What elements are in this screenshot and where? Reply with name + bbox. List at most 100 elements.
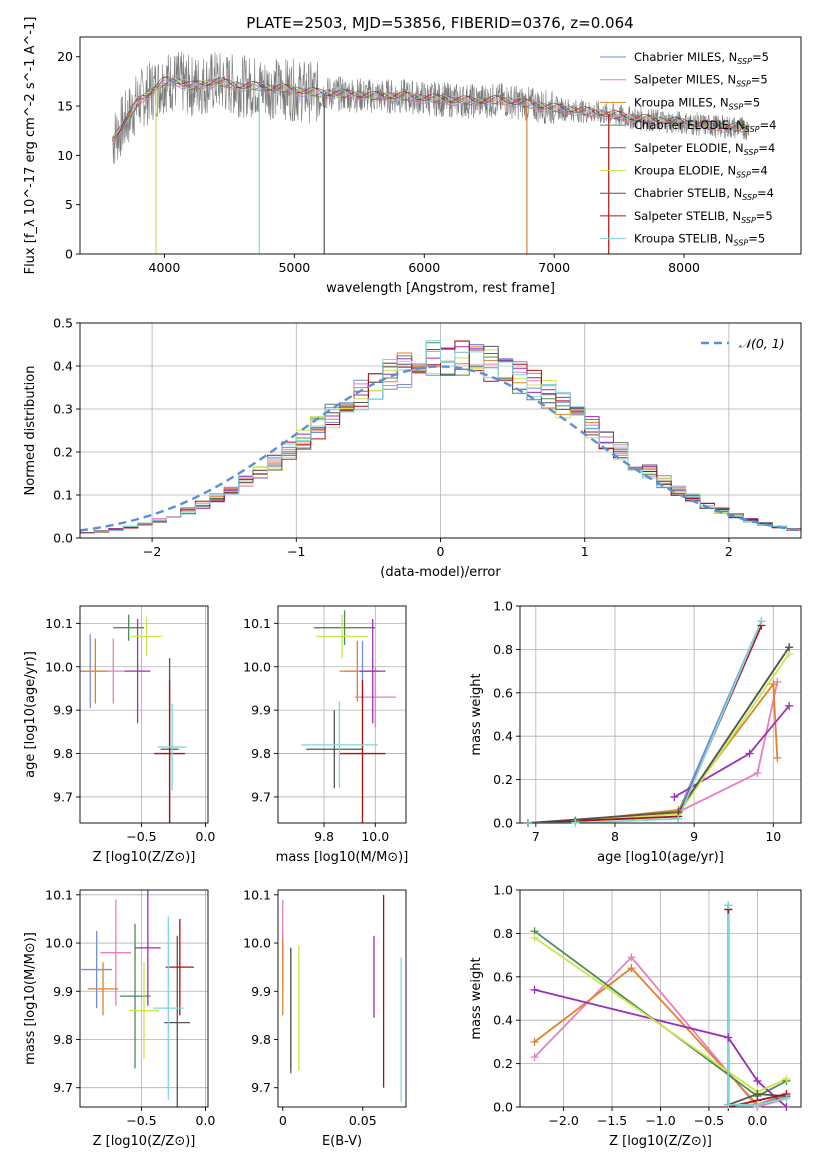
figure-title: PLATE=2503, MJD=53856, FIBERID=0376, z=0…	[246, 14, 633, 32]
y-tick-label: 9.7	[53, 1080, 73, 1095]
legend-label: Kroupa STELIB, NSSP=5	[634, 232, 765, 248]
y-tick-label: 0.4	[493, 1013, 513, 1028]
mass-weight-marker	[773, 753, 782, 762]
mass-weight-line	[527, 646, 790, 823]
x-axis-label: wavelength [Angstrom, rest frame]	[326, 281, 555, 296]
mass-weight-marker	[782, 1103, 791, 1111]
mass-weight-marker	[753, 1076, 762, 1085]
axes-frame	[79, 605, 209, 824]
mass-weight-marker	[745, 749, 754, 758]
legend-subscript: SSP	[742, 193, 757, 202]
legend-subscript: SSP	[741, 216, 756, 225]
y-tick-label: 9.7	[53, 789, 73, 804]
x-tick-label: −2.0	[548, 1113, 578, 1128]
model-spectrum-line	[112, 79, 749, 143]
mass-weight-marker	[724, 901, 733, 910]
legend-value: =5	[751, 73, 768, 87]
x-tick-label: 0.0	[195, 1113, 215, 1128]
legend-label: Kroupa ELODIE, NSSP=4	[634, 164, 768, 180]
mass-weight-line	[527, 681, 779, 823]
y-tick-label: 10.1	[243, 616, 271, 631]
y-tick-label: 0.6	[493, 685, 513, 700]
legend-value: =5	[752, 50, 769, 64]
legend-subscript: SSP	[744, 148, 759, 157]
mass-weight-marker	[782, 1074, 791, 1083]
x-tick-label: 0	[437, 544, 445, 559]
y-tick-label: 0.2	[493, 772, 513, 787]
mass-weight-marker	[571, 819, 580, 827]
x-tick-label: 2	[725, 544, 733, 559]
y-axis-label: mass weight	[469, 673, 484, 755]
panel-age-vs-Z: −0.5 0.0 9.7 9.8 9.9 10.0 10.1 Z [log10(Z/Z⊙)] a…	[23, 605, 215, 865]
mass-weight-marker	[530, 985, 539, 994]
y-tick-label: 10.1	[243, 887, 271, 902]
panel-mass-weight-vs-age: 7 8 9 10 0.0 0.2 0.4 0.6 0.8 1.0 age [log10(age/yr…	[469, 599, 802, 865]
x-tick-label: −2	[143, 544, 161, 559]
mass-weight-line	[527, 681, 779, 823]
y-axis-label: age [log10(age/yr)]	[23, 651, 38, 778]
y-tick-label: 9.9	[53, 984, 73, 999]
mass-weight-marker	[785, 643, 794, 652]
x-tick-label: 9	[690, 829, 698, 844]
y-tick-label: 9.9	[251, 703, 271, 718]
x-tick-label: 0.05	[349, 1113, 377, 1128]
y-tick-label: 9.8	[251, 1032, 271, 1047]
mass-weight-line	[527, 653, 790, 823]
mass-weight-marker	[724, 1033, 733, 1042]
y-tick-label: 10	[57, 148, 73, 163]
legend-value: =4	[760, 118, 777, 132]
plot-area	[81, 890, 194, 1107]
mass-weight-line	[534, 988, 788, 1107]
y-tick-label: 10.0	[243, 659, 271, 674]
y-tick-label: 0.0	[493, 1100, 513, 1115]
x-tick-label: −0.5	[694, 1113, 724, 1128]
legend-label: Kroupa MILES, NSSP=5	[634, 95, 760, 111]
x-tick-label: −0.5	[126, 1113, 156, 1128]
y-tick-label: 10.0	[45, 936, 73, 951]
mass-weight-line	[527, 620, 763, 823]
y-tick-label: 0.4	[53, 359, 73, 374]
x-tick-label: 4000	[149, 260, 181, 275]
y-tick-label: 1.0	[493, 599, 513, 614]
legend-value: =4	[757, 186, 774, 200]
model-spectrum-line	[112, 78, 749, 145]
x-tick-label: 5000	[278, 260, 310, 275]
mass-weight-line	[533, 966, 787, 1106]
legend-subscript: SSP	[736, 80, 751, 89]
x-tick-label: 6000	[408, 260, 440, 275]
model-spectrum-line	[112, 75, 749, 143]
axes-frame	[277, 605, 407, 824]
mass-weight-marker	[753, 769, 762, 778]
axes-frame	[277, 889, 407, 1108]
mass-weight-marker	[785, 701, 794, 710]
mass-weight-marker	[724, 1100, 733, 1109]
legend-subscript: SSP	[729, 102, 744, 111]
y-tick-label: 9.8	[251, 746, 271, 761]
mass-weight-marker	[627, 964, 636, 973]
legend-subscript: SSP	[745, 125, 760, 134]
y-axis-label: mass [log10(M/M⊙)]	[23, 932, 38, 1065]
mass-weight-marker	[670, 792, 679, 801]
y-tick-label: 9.8	[53, 1032, 73, 1047]
plot-area	[112, 51, 750, 254]
mass-weight-marker	[530, 933, 539, 942]
legend-label: 𝒩(0, 1)	[739, 336, 785, 351]
x-axis-label: Z [log10(Z/Z⊙)]	[93, 1134, 196, 1149]
y-tick-label: 0	[65, 247, 73, 262]
mass-weight-marker	[523, 819, 532, 827]
axes-frame	[519, 605, 802, 824]
y-tick-label: 0.5	[53, 316, 73, 331]
mass-weight-line	[533, 955, 787, 1107]
x-tick-label: 0.0	[747, 1113, 767, 1128]
mass-weight-marker	[757, 617, 766, 626]
x-tick-label: 8	[611, 829, 619, 844]
panel-mass-vs-ebv: 0 0.05 9.7 9.8 9.9 10.0 10.1 E(B-V)	[243, 887, 407, 1149]
y-tick-label: 0.4	[493, 729, 513, 744]
mass-weight-marker	[674, 814, 683, 823]
model-spectrum-line	[112, 76, 749, 142]
panel-age-vs-mass: 9.8 10.0 9.7 9.8 9.9 10.0 10.1 mass [log10(M/M⊙…	[243, 605, 408, 865]
mass-weight-marker	[627, 953, 636, 962]
x-tick-label: −1	[287, 544, 305, 559]
y-tick-label: 10.0	[45, 659, 73, 674]
